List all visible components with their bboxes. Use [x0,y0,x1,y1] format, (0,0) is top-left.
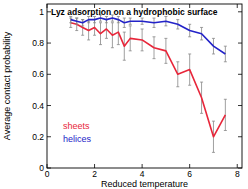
y-tick [47,105,51,106]
y-tick [47,74,51,75]
x-tick-label: 4 [140,169,145,179]
y-tick [238,11,242,12]
y-tick-label: 0.2 [32,132,44,142]
y-tick-label: 0.4 [32,101,44,111]
x-tick-label: 6 [187,169,192,179]
y-tick [47,43,51,44]
x-tick-label: 0 [45,169,50,179]
plot-frame [47,4,242,168]
y-tick [238,74,242,75]
x-tick-label: 8 [235,169,240,179]
y-tick [238,105,242,106]
x-axis-label: Reduced temperature [101,179,188,189]
y-tick [238,43,242,44]
y-tick-label: 1 [39,7,44,17]
x-tick [237,4,238,8]
x-tick-label: 2 [92,169,97,179]
x-tick [142,164,143,168]
y-axis-label: Average contact probability [2,31,12,140]
error-bar [224,99,227,130]
x-tick [94,164,95,168]
chart: 0 2 4 6 8 0 0.2 0.4 0.6 0.8 1 Lyz adsorption on a h… [0,0,248,189]
x-tick [189,164,190,168]
series-line [71,18,226,54]
legend-entry: sheets [63,121,90,131]
plot-marks [69,15,227,152]
x-tick [237,164,238,168]
title: Lyz adsorption on a hydrophobic surface [51,7,218,17]
y-tick-label: 0.6 [32,69,44,79]
error-bar [75,18,78,30]
y-tick-label: 0.8 [32,38,44,48]
legend-entry: helices [63,134,92,144]
series-line [71,23,226,137]
y-tick [47,136,51,137]
y-tick [238,136,242,137]
y-tick-label: 0 [39,163,44,173]
